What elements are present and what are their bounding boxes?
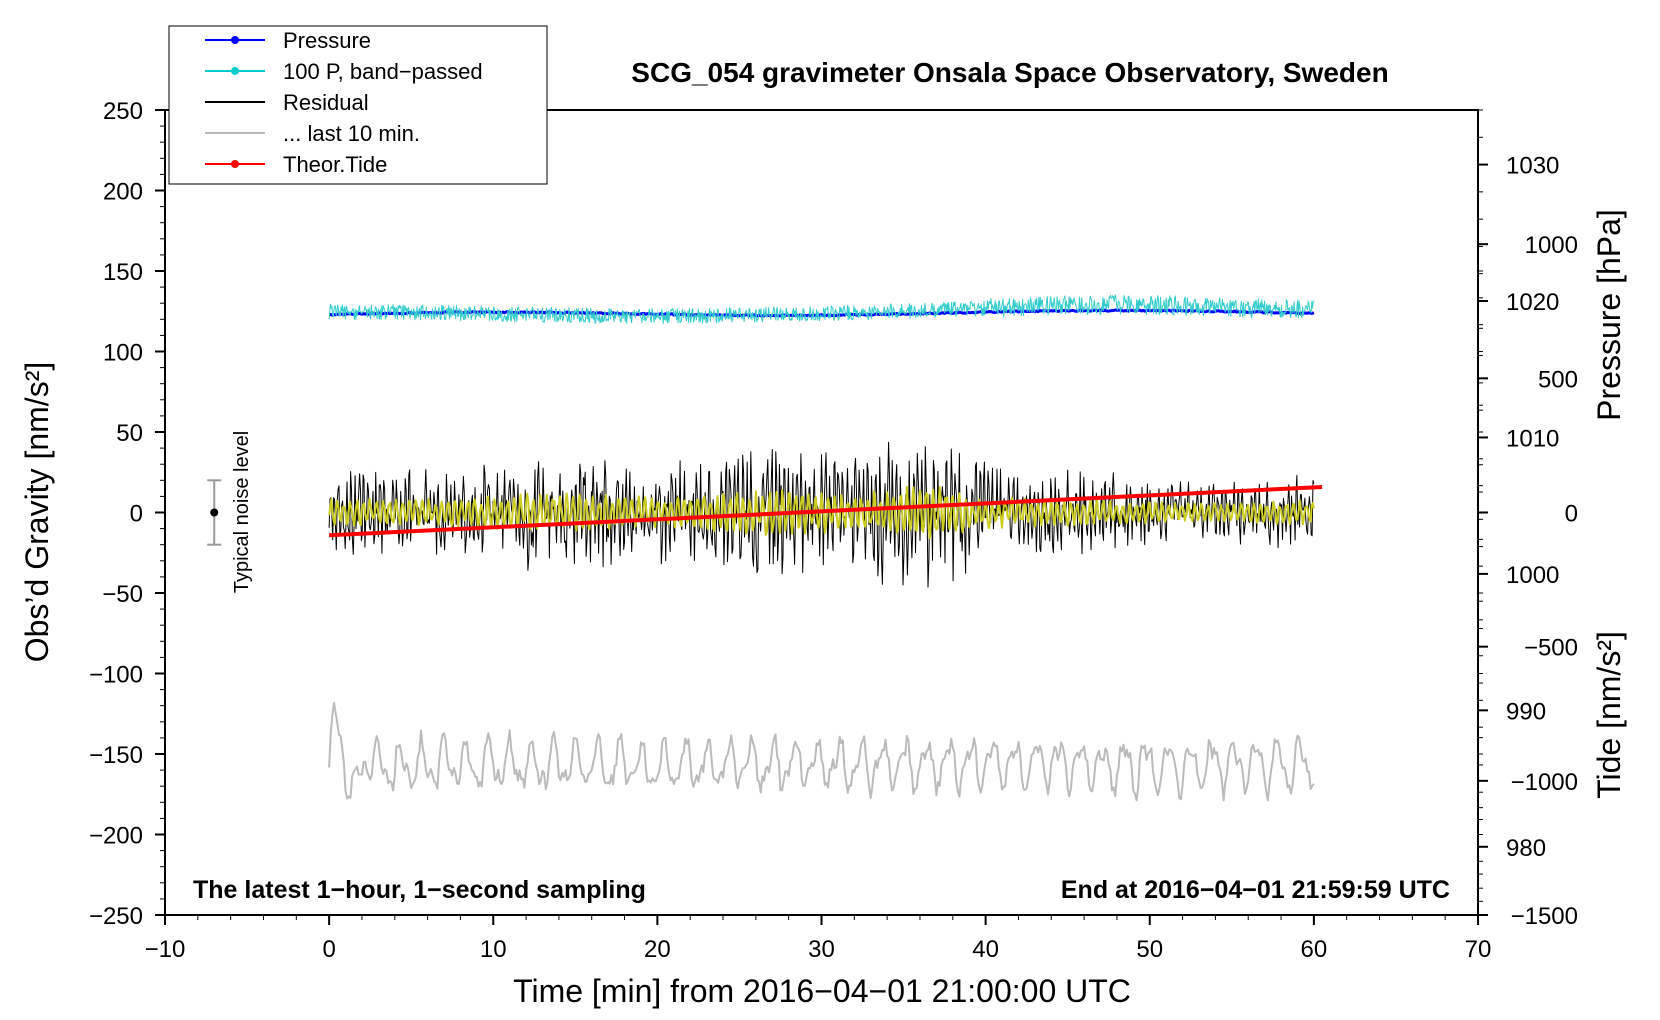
x-tick-label: 20 — [644, 936, 671, 963]
tide-tick-label: 500 — [1538, 366, 1578, 393]
legend-marker — [231, 67, 239, 75]
noise-level-label: Typical noise level — [231, 431, 253, 593]
legend-label: ... last 10 min. — [283, 121, 420, 146]
y-left-tick-label: 250 — [103, 98, 143, 125]
end-time-annotation: End at 2016−04−01 21:59:59 UTC — [1061, 876, 1450, 904]
legend-label: 100 P, band−passed — [283, 59, 483, 84]
y-axis-tide-title: Tide [nm/s²] — [1591, 631, 1627, 799]
y-left-tick-label: −200 — [89, 823, 143, 850]
x-tick-label: −10 — [145, 936, 186, 963]
pressure-tick-label: 1020 — [1506, 289, 1559, 316]
series-layer — [328, 294, 1323, 802]
legend-marker — [231, 36, 239, 44]
theoretical-tide-line — [329, 485, 1323, 538]
chart-title: SCG_054 gravimeter Onsala Space Observat… — [631, 57, 1388, 88]
y-left-tick-label: −250 — [89, 903, 143, 930]
x-tick-label: 40 — [972, 936, 999, 963]
y-left-tick-label: 100 — [103, 340, 143, 367]
x-axis: −10 0 10 20 30 40 50 60 70 — [145, 915, 1492, 963]
y-axis-left-title: Obs’d Gravity [nm/s²] — [19, 362, 55, 663]
legend: Pressure 100 P, band−passed Residual ... la… — [168, 25, 548, 185]
y-axis-pressure-title: Pressure [hPa] — [1591, 209, 1627, 421]
sampling-annotation: The latest 1−hour, 1−second sampling — [193, 876, 646, 904]
x-tick-label: 70 — [1465, 936, 1492, 963]
pressure-tick-label: 1010 — [1506, 425, 1559, 452]
pressure-tick-label: 1030 — [1506, 153, 1559, 180]
tide-tick-label: 1000 — [1525, 232, 1578, 259]
x-tick-label: 0 — [322, 936, 335, 963]
y-left-tick-label: 200 — [103, 179, 143, 206]
band-passed-pressure-line — [328, 294, 1315, 324]
x-axis-title: Time [min] from 2016−04−01 21:00:00 UTC — [513, 973, 1131, 1009]
left-axis: 250 200 150 100 50 0 −50 −100 −150 −200 −250 — [89, 98, 165, 930]
tide-tick-label: 0 — [1565, 501, 1578, 528]
legend-label: Residual — [283, 90, 369, 115]
tide-tick-label: −1500 — [1511, 903, 1578, 930]
pressure-tick-label: 990 — [1506, 698, 1546, 725]
x-tick-label: 10 — [480, 936, 507, 963]
noise-level-bar — [207, 479, 222, 546]
x-tick-label: 50 — [1136, 936, 1163, 963]
y-left-tick-label: 0 — [130, 501, 143, 528]
residual-smoothed-line — [328, 485, 1315, 540]
tide-tick-label: −1000 — [1511, 769, 1578, 796]
x-tick-label: 30 — [808, 936, 835, 963]
tide-axis: 1000 500 0 −500 −1000 −1500 — [1478, 232, 1578, 930]
tide-tick-label: −500 — [1524, 635, 1578, 662]
pressure-tick-label: 980 — [1506, 835, 1546, 862]
x-tick-label: 60 — [1301, 936, 1328, 963]
y-left-tick-label: −100 — [89, 662, 143, 689]
legend-label: Theor.Tide — [283, 152, 387, 177]
y-left-tick-label: 50 — [116, 420, 143, 447]
last-10-min-line — [328, 701, 1315, 802]
y-left-tick-label: −50 — [102, 581, 143, 608]
legend-label: Pressure — [283, 28, 371, 53]
legend-marker — [231, 160, 239, 168]
pressure-axis: 1030 1020 1010 1000 990 980 — [1478, 109, 1559, 902]
legend-box — [168, 25, 548, 185]
noise-bar-center — [210, 508, 219, 517]
y-left-tick-label: −150 — [89, 742, 143, 769]
y-left-tick-label: 150 — [103, 259, 143, 286]
pressure-tick-label: 1000 — [1506, 562, 1559, 589]
